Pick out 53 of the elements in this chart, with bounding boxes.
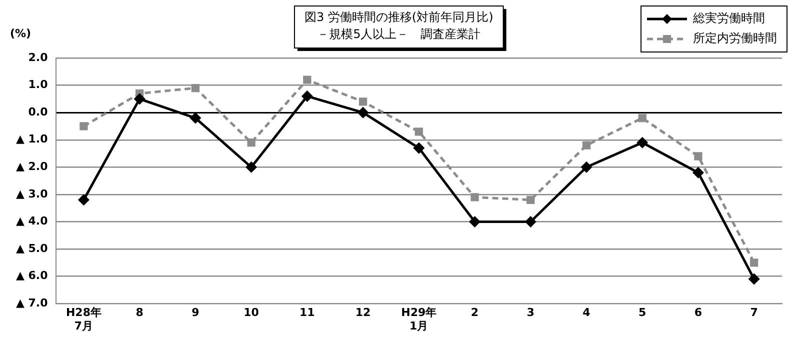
legend-label: 所定内労働時間 <box>693 31 777 46</box>
x-tick-label: 6 <box>694 306 702 320</box>
x-tick-label: 11 <box>300 306 315 320</box>
y-axis-title: (%) <box>10 26 32 40</box>
x-tick-label: 7 <box>750 306 758 320</box>
point <box>581 162 592 172</box>
x-tick-label: 4 <box>582 306 591 320</box>
point <box>303 76 312 84</box>
chart-title: 図3 労働時間の推移(対前年同月比) <box>304 10 494 24</box>
x-tick-label: 2 <box>470 306 479 320</box>
y-tick-label: ▲ 6.0 <box>16 269 48 282</box>
y-tick-label: 0.0 <box>28 105 48 118</box>
point <box>246 162 257 172</box>
point <box>302 90 312 102</box>
x-tick-label: 12 <box>355 306 371 320</box>
point <box>526 196 535 204</box>
x-tick-label: 8 <box>136 306 144 320</box>
y-tick-label: ▲ 4.0 <box>16 214 48 228</box>
point <box>414 142 424 154</box>
x-tick-label: H29年 1月 <box>401 306 437 332</box>
x-tick-label: H28年 7月 <box>66 306 102 332</box>
legend-label: 総実労働時間 <box>692 11 765 26</box>
x-tick-label: 9 <box>192 306 200 320</box>
point <box>358 107 368 118</box>
y-tick-label: ▲ 5.0 <box>16 242 48 255</box>
point <box>414 128 423 136</box>
point <box>358 98 368 106</box>
point <box>694 152 702 160</box>
y-tick-label: ▲ 2.0 <box>16 160 48 174</box>
y-tick-label: 1.0 <box>28 78 48 92</box>
point <box>80 122 88 130</box>
y-tick-label: ▲ 7.0 <box>16 296 48 310</box>
point <box>470 216 480 227</box>
point <box>637 137 648 148</box>
point <box>470 193 479 202</box>
point <box>638 114 646 122</box>
x-tick-label: 3 <box>526 306 534 320</box>
point <box>750 258 758 267</box>
x-tick-label: 5 <box>638 306 646 320</box>
point <box>582 141 591 150</box>
x-tick-label: 10 <box>244 306 260 320</box>
point <box>247 138 256 147</box>
point <box>191 84 200 92</box>
chart-subtitle: －規模5人以上－ 調査産業計 <box>317 27 481 42</box>
point <box>748 274 760 284</box>
y-tick-label: 2.0 <box>28 50 48 64</box>
y-tick-label: ▲ 1.0 <box>16 132 48 146</box>
y-tick-label: ▲ 3.0 <box>16 187 48 200</box>
point <box>525 216 536 227</box>
point <box>190 112 201 124</box>
point <box>78 194 89 206</box>
point <box>134 94 145 104</box>
point <box>692 167 704 178</box>
